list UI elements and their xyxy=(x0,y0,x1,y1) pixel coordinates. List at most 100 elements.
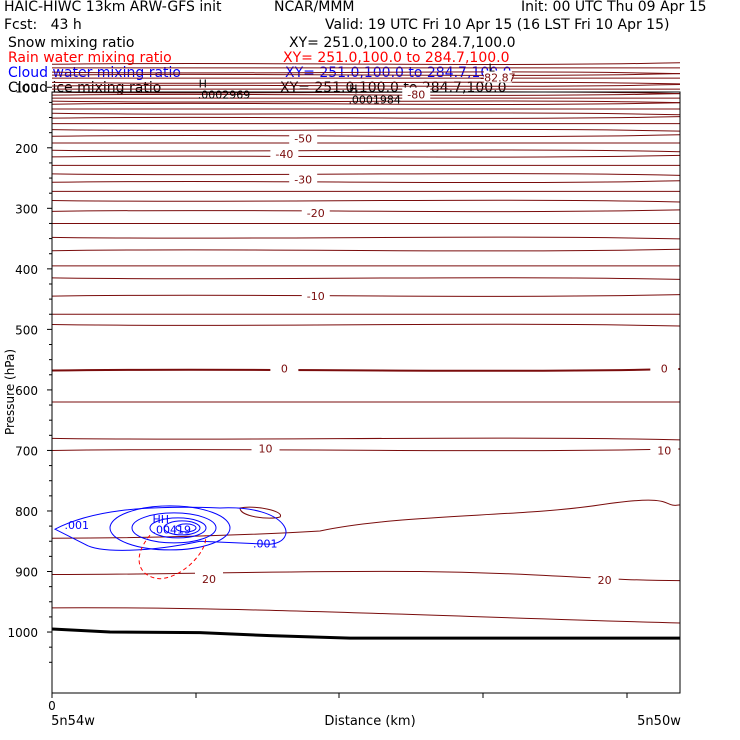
field-label-snow: Snow mixing ratio xyxy=(8,35,135,51)
cloud-water-contour xyxy=(175,523,197,533)
temperature-contour xyxy=(51,102,681,105)
temperature-contour xyxy=(51,368,681,372)
init-time: Init: 00 UTC Thu 09 Apr 15 xyxy=(521,0,707,15)
label-bg xyxy=(289,131,318,144)
temperature-label: -30 xyxy=(294,173,312,186)
temperature-contour xyxy=(51,499,681,539)
temperature-label: -82.87 xyxy=(480,72,515,85)
temperature-contour xyxy=(51,116,681,119)
temperature-label: 0 xyxy=(661,363,668,376)
temperature-contour xyxy=(51,100,681,104)
temperature-contour xyxy=(51,173,681,176)
field-xy-rain: XY= 251.0,100.0 to 284.7,100.0 xyxy=(283,50,510,66)
x-axis xyxy=(51,693,628,698)
extremum-mark: H xyxy=(199,77,207,90)
y-tick-label: 500 xyxy=(15,323,38,337)
field-xy-snow: XY= 251.0,100.0 to 284.7,100.0 xyxy=(289,35,516,51)
temperature-contour xyxy=(51,294,681,297)
extremum-mark: L xyxy=(489,62,496,75)
label-bg xyxy=(650,361,679,374)
temperature-contour xyxy=(51,134,681,138)
rain-contours xyxy=(138,534,207,580)
temperature-contour xyxy=(51,81,681,85)
x-right-label: 5n50w xyxy=(637,714,681,729)
cloud-water-contour xyxy=(149,517,207,539)
temperature-contour xyxy=(51,277,681,280)
y-tick-label: 900 xyxy=(15,566,38,580)
temperature-contour xyxy=(51,236,681,240)
extremum-value: .0002969 xyxy=(198,88,251,101)
cloud-water-contour xyxy=(163,520,201,536)
y-tick-label: 1000 xyxy=(7,626,38,640)
label-bg xyxy=(483,70,512,83)
cloud-water-label: HH xyxy=(152,513,169,526)
temperature-contour xyxy=(51,62,681,66)
y-tick-label: 700 xyxy=(15,444,38,458)
plot-frame xyxy=(51,91,681,694)
label-bg xyxy=(301,289,330,302)
temperature-contour xyxy=(51,73,681,76)
temperature-label: -20 xyxy=(307,207,325,220)
label-bg xyxy=(289,172,318,185)
x-left-label: 5n54w xyxy=(51,714,95,729)
cloud-water-contour xyxy=(109,505,231,551)
temperature-contour xyxy=(239,506,281,519)
y-tick-label: 100 xyxy=(15,81,38,95)
temperature-contour xyxy=(51,93,681,96)
field-label-rain: Rain water mixing ratio xyxy=(8,50,172,66)
temperature-contour xyxy=(51,128,681,132)
y-tick-label: 400 xyxy=(15,263,38,277)
temperature-label: -40 xyxy=(275,148,293,161)
temperature-contour xyxy=(51,71,681,75)
terrain-line xyxy=(51,627,680,640)
x-start-tick-label: 0 xyxy=(48,699,56,713)
temperature-contour xyxy=(51,607,681,624)
temperature-label: 10 xyxy=(259,443,273,456)
valid-time: Valid: 19 UTC Fri 10 Apr 15 (16 LST Fri … xyxy=(325,17,670,33)
label-bg xyxy=(270,146,299,159)
extremum-value: .0001984 xyxy=(348,94,401,107)
model-title: HAIC-HIWC 13km ARW-GFS init xyxy=(4,0,222,15)
y-tick-label: 300 xyxy=(15,202,38,216)
temperature-label: -50 xyxy=(294,133,312,146)
label-bg xyxy=(195,571,223,584)
temperature-contour xyxy=(51,437,681,441)
temperature-label: -10 xyxy=(307,290,325,303)
y-tick-label: 200 xyxy=(15,142,38,156)
temperature-contour xyxy=(51,570,681,582)
temperature-contour xyxy=(51,180,681,184)
temperature-label: -80 xyxy=(407,89,425,102)
temperature-label: 20 xyxy=(598,574,612,587)
cloud-water-contours xyxy=(53,505,287,551)
temperature-label: 0 xyxy=(281,363,288,376)
label-bg xyxy=(402,87,431,100)
label-bg xyxy=(270,361,299,374)
temperature-contour xyxy=(51,112,681,116)
extremum-mark: H xyxy=(349,83,357,96)
y-tick-label: 800 xyxy=(15,505,38,519)
temperature-contour xyxy=(51,248,681,252)
center-name: NCAR/MMM xyxy=(274,0,355,15)
temperature-label: 20 xyxy=(202,573,216,586)
cloud-water-label: .001 xyxy=(65,519,90,532)
label-bg xyxy=(301,206,330,219)
y-tick-label: 600 xyxy=(15,384,38,398)
rain-contour xyxy=(138,534,207,580)
y-axis: 100 200 300 400 500 600 700 800 900 1000 xyxy=(7,81,52,663)
temperature-contour xyxy=(51,154,681,158)
label-bg xyxy=(251,441,280,454)
cloud-water-label: .001 xyxy=(253,538,278,551)
x-axis-label: Distance (km) xyxy=(324,714,415,729)
temperature-contour xyxy=(51,149,681,153)
cloud-water-contour xyxy=(53,506,287,551)
cloud-water-label: .00419 xyxy=(152,524,191,537)
temperature-contour xyxy=(51,448,681,452)
temperature-contour xyxy=(51,323,681,327)
terrain-surface xyxy=(51,627,680,640)
temperature-contour xyxy=(51,84,681,87)
temperature-label: 10 xyxy=(657,444,671,457)
temperature-contour xyxy=(51,209,681,213)
cloud-water-contour xyxy=(131,512,217,544)
